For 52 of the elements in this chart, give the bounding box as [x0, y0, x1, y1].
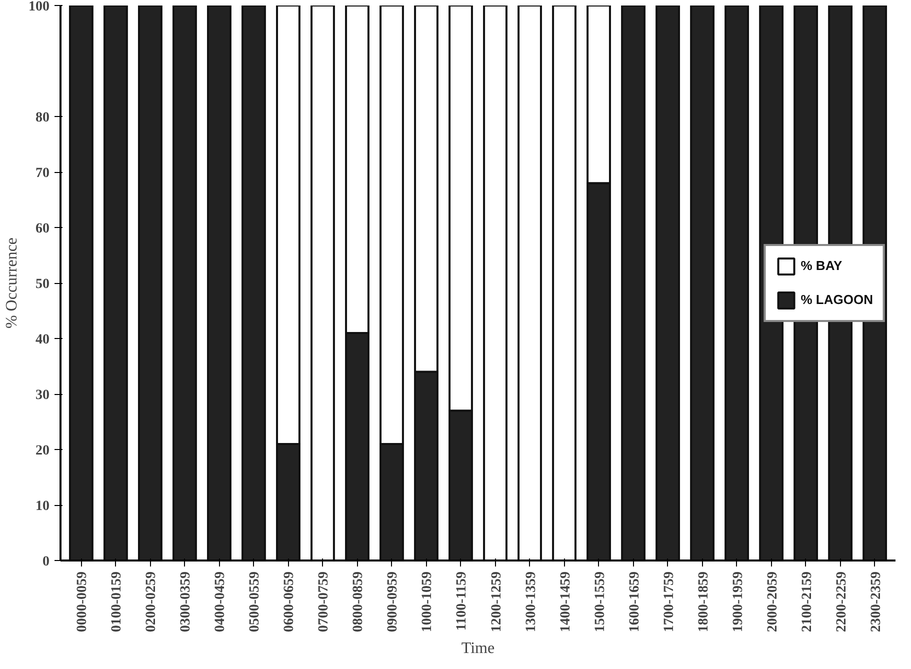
x-tick-label: 0000-0059 [75, 571, 90, 632]
x-tick-label: 1600-1659 [627, 571, 642, 632]
x-tick-label: 2300-2359 [868, 571, 884, 632]
bar [518, 6, 542, 560]
y-tick-label: 30 [36, 388, 50, 403]
x-tick-label: 1200-1259 [489, 571, 504, 632]
bar [138, 6, 162, 560]
y-tick-label: 80 [36, 110, 50, 126]
bar [483, 6, 508, 560]
y-tick-label: 50 [36, 277, 50, 292]
y-axis-title: % Occurrence [4, 237, 20, 329]
x-tick-label: 0500-0559 [248, 571, 263, 632]
y-tick-label: 60 [36, 222, 50, 236]
x-tick-label: 1000-1059 [420, 571, 436, 632]
x-tick-label: 1300-1359 [524, 571, 539, 632]
y-tick-label: 70 [36, 166, 50, 181]
y-tick-label: 0 [42, 554, 50, 570]
x-tick-label: 0300-0359 [178, 571, 194, 632]
x-tick-label: 0100-0159 [110, 571, 125, 632]
bar [103, 6, 128, 560]
bar [310, 6, 335, 560]
legend-label: % BAY [800, 258, 842, 273]
x-tick-label: 1700-1759 [662, 571, 677, 632]
x-tick-label: 0900-0959 [386, 571, 401, 632]
bar [621, 6, 646, 560]
x-tick-label: 0200-0259 [144, 571, 160, 632]
x-tick-label: 0400-0459 [213, 571, 228, 632]
bar [68, 6, 94, 560]
x-tick-label: 0700-0759 [316, 571, 332, 632]
x-tick-label: 2200-2259 [834, 571, 850, 632]
x-tick-label: 0600-0659 [282, 571, 298, 632]
x-tick-label: 0800-0859 [351, 571, 366, 632]
bar [690, 6, 714, 560]
bar [242, 6, 266, 560]
legend-label: % LAGOON [800, 292, 873, 307]
x-axis-title: Time [461, 640, 495, 658]
x-tick-label: 1100-1159 [454, 571, 470, 631]
x-tick-label: 2000-2059 [765, 571, 780, 632]
y-tick-label: 100 [28, 0, 50, 14]
bar [724, 6, 749, 560]
bar [207, 6, 232, 560]
y-tick-label: 10 [36, 499, 50, 514]
x-tick-label: 1900-1959 [730, 571, 746, 632]
bar [552, 6, 576, 560]
x-tick-label: 1400-1459 [558, 571, 574, 632]
bar [656, 6, 680, 560]
y-tick-label: 40 [36, 332, 50, 348]
bar [172, 6, 197, 560]
x-tick-label: 2100-2159 [800, 571, 815, 632]
y-tick-label: 20 [36, 444, 50, 458]
x-tick-label: 1800-1859 [696, 571, 712, 632]
x-tick-label: 1500-1559 [592, 571, 608, 632]
